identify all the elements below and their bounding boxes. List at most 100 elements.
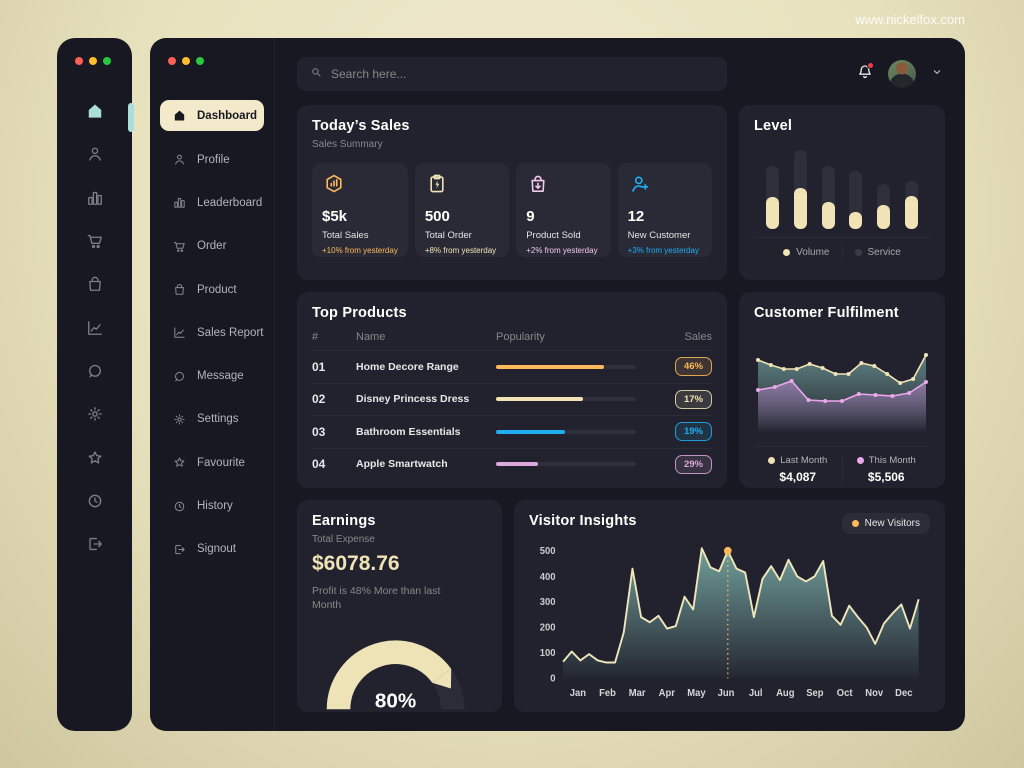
fulfilment-legend: Last Month $4,087 This Month $5,506 — [754, 446, 930, 486]
mini-sidebar-item-product[interactable] — [57, 265, 132, 308]
sidebar-item-profile[interactable]: Profile — [150, 138, 274, 181]
search-input[interactable] — [331, 67, 715, 81]
svg-text:Apr: Apr — [659, 688, 676, 699]
earnings-gauge: 80% — [312, 620, 487, 712]
hex-bars-icon — [322, 174, 346, 200]
chart-icon — [172, 325, 187, 340]
sales-card-total-sales[interactable]: $5k Total Sales +10% from yesterday — [312, 163, 408, 257]
maximize-button[interactable] — [103, 57, 111, 65]
stat-value: $4,087 — [779, 470, 817, 484]
avatar[interactable] — [888, 60, 916, 88]
close-button[interactable] — [75, 57, 83, 65]
new-visitors-legend[interactable]: New Visitors — [841, 513, 930, 534]
svg-text:Feb: Feb — [599, 688, 616, 699]
sidebar-item-leaderboard[interactable]: Leaderboard — [150, 181, 274, 224]
sidebar-item-order[interactable]: Order — [150, 225, 274, 268]
panel-title: Visitor Insights — [529, 513, 637, 529]
sales-card-new-customer[interactable]: 12 New Customer +3% from yesterday — [617, 163, 712, 257]
last-month-stat: Last Month $4,087 — [754, 455, 842, 484]
leaderboard-icon — [85, 188, 105, 213]
mini-sidebar — [57, 38, 134, 731]
bag-icon — [85, 274, 105, 299]
sales-card-product-sold[interactable]: 9 Product Sold +2% from yesterday — [516, 163, 611, 257]
search-input-wrapper[interactable] — [297, 57, 727, 91]
person-icon — [172, 152, 187, 167]
active-item-indicator — [128, 103, 134, 132]
product-name: Apple Smartwatch — [356, 458, 448, 471]
maximize-button[interactable] — [196, 57, 204, 65]
table-row[interactable]: 04 Apple Smartwatch 29% — [312, 447, 712, 481]
svg-text:Mar: Mar — [629, 688, 646, 699]
mini-sidebar-item-sales-report[interactable] — [57, 308, 132, 351]
person-icon — [85, 144, 105, 169]
mini-sidebar-item-settings[interactable] — [57, 395, 132, 438]
visitor-header: Visitor Insights New Visitors — [529, 513, 930, 534]
col-sales: Sales — [684, 331, 712, 343]
card-label: Product Sold — [526, 230, 581, 241]
close-button[interactable] — [168, 57, 176, 65]
sidebar-item-message[interactable]: Message — [150, 354, 274, 397]
window-controls — [150, 57, 274, 65]
mini-sidebar-item-message[interactable] — [57, 352, 132, 395]
sidebar-item-favourite[interactable]: Favourite — [150, 441, 274, 484]
sidebar-item-history[interactable]: History — [150, 484, 274, 527]
customer-fulfilment-panel: Customer Fulfilment Last Month $4,087 Th… — [739, 292, 945, 488]
col-num: # — [312, 331, 319, 343]
panel-title: Earnings — [312, 513, 376, 529]
mini-sidebar-item-profile[interactable] — [57, 135, 132, 178]
home-icon — [172, 108, 187, 123]
panel-title: Top Products — [312, 305, 407, 321]
mini-sidebar-item-favourite[interactable] — [57, 438, 132, 481]
popularity-bar — [496, 462, 636, 467]
col-name: Name — [356, 331, 386, 343]
site-url[interactable]: www.nickelfox.com — [855, 12, 965, 27]
sidebar-item-sales-report[interactable]: Sales Report — [150, 311, 274, 354]
mini-sidebar-item-order[interactable] — [57, 222, 132, 265]
mini-sidebar-item-history[interactable] — [57, 482, 132, 525]
mini-sidebar-item-signout[interactable] — [57, 525, 132, 568]
minimize-button[interactable] — [182, 57, 190, 65]
sales-card-total-order[interactable]: 500 Total Order +8% from yesterday — [414, 163, 510, 257]
history-icon — [85, 491, 105, 516]
sales-badge: 19% — [674, 422, 712, 442]
user-plus-icon — [628, 176, 652, 200]
table-row[interactable]: 03 Bathroom Essentials 19% — [312, 415, 712, 448]
stat-label: Last Month — [780, 455, 828, 466]
sidebar-nav: Dashboard Profile Leaderboard Order Product S… — [150, 100, 274, 571]
volume-bar — [821, 202, 835, 229]
stat-label: This Month — [868, 455, 916, 466]
table-row[interactable]: 01 Home Decore Range 46% — [312, 350, 712, 383]
sidebar-item-settings[interactable]: Settings — [150, 398, 274, 441]
svg-text:Jul: Jul — [749, 688, 763, 699]
sales-badge: 46% — [674, 357, 712, 377]
mini-sidebar-item-dashboard[interactable] — [57, 92, 132, 135]
sidebar-item-dashboard[interactable]: Dashboard — [160, 100, 264, 131]
product-name: Disney Princess Dress — [356, 393, 470, 406]
home-icon — [85, 101, 105, 126]
notifications-button[interactable] — [855, 61, 875, 87]
svg-text:400: 400 — [540, 572, 556, 583]
profile-menu-button[interactable] — [929, 64, 945, 85]
legend-label: Volume — [796, 247, 830, 258]
bag-arrow-icon — [526, 175, 550, 200]
level-bar-group — [877, 150, 891, 229]
volume-legend-dot — [783, 249, 791, 256]
mini-sidebar-item-leaderboard[interactable] — [57, 179, 132, 222]
volume-bar — [877, 204, 891, 229]
sidebar-item-signout[interactable]: Signout — [150, 528, 274, 571]
sidebar-item-product[interactable]: Product — [150, 268, 274, 311]
sales-badge: 17% — [674, 389, 712, 409]
svg-text:Oct: Oct — [837, 688, 854, 699]
volume-bar — [849, 212, 863, 229]
col-popularity: Popularity — [496, 331, 545, 343]
svg-text:Jan: Jan — [570, 688, 586, 699]
table-row[interactable]: 02 Disney Princess Dress 17% — [312, 382, 712, 416]
popularity-bar — [496, 364, 636, 369]
row-num: 04 — [312, 457, 326, 472]
row-num: 01 — [312, 359, 326, 374]
sidebar-item-label: Settings — [197, 413, 239, 426]
level-bar-group — [849, 150, 863, 229]
this-month-stat: This Month $5,506 — [843, 455, 931, 484]
search-icon — [309, 65, 323, 84]
minimize-button[interactable] — [89, 57, 97, 65]
